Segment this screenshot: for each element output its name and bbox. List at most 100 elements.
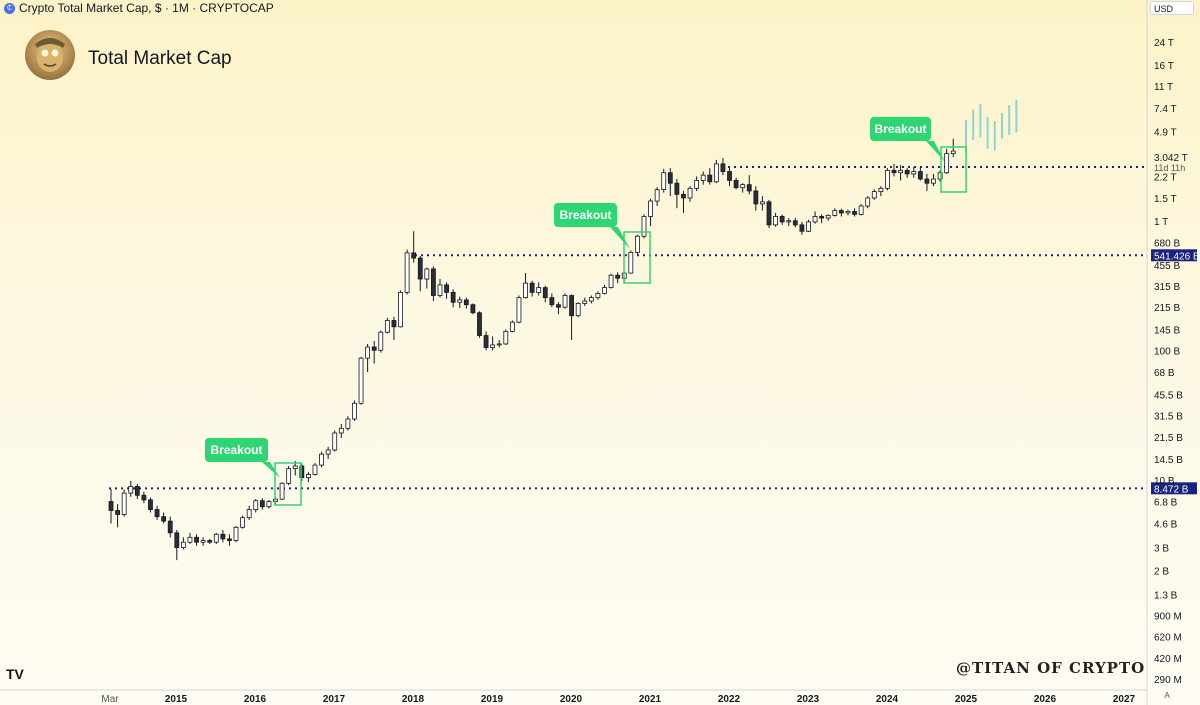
- candle: [312, 462, 318, 476]
- x-tick-label: 2024: [876, 694, 899, 705]
- candle: [378, 330, 384, 353]
- candle: [799, 221, 805, 235]
- candle: [194, 534, 199, 546]
- candle: [509, 320, 515, 333]
- y-tick-label: 6.8 B: [1154, 498, 1178, 509]
- candle: [773, 212, 778, 227]
- breakout-pointer: [926, 141, 945, 162]
- candle: [227, 534, 232, 546]
- candle: [615, 272, 621, 284]
- auto-scale-button[interactable]: A: [1164, 691, 1170, 700]
- y-tick-label: 45.5 B: [1154, 391, 1183, 402]
- breakout-annotation: Breakout: [205, 438, 302, 506]
- candle: [898, 164, 903, 181]
- candle: [529, 280, 535, 297]
- y-tick-label: 16 T: [1154, 61, 1174, 72]
- candle: [542, 285, 548, 303]
- candle: [417, 255, 423, 292]
- candle: [582, 297, 588, 306]
- candle: [365, 343, 371, 373]
- candle: [602, 284, 607, 295]
- candle: [187, 532, 193, 544]
- y-tick-label: 620 M: [1154, 632, 1182, 643]
- y-tick-label: 420 M: [1154, 654, 1182, 665]
- x-tick-label: 2023: [797, 694, 820, 705]
- x-tick-label: 2018: [402, 694, 425, 705]
- cryptocap-logo-icon: ₵: [4, 2, 15, 14]
- candle: [720, 158, 726, 176]
- avatar-face-icon: [35, 38, 65, 72]
- candle: [358, 356, 364, 405]
- y-tick-label: 31.5 B: [1154, 411, 1183, 422]
- candle: [371, 340, 377, 364]
- candle: [694, 176, 700, 191]
- y-tick-label: 100 B: [1154, 346, 1180, 357]
- candle: [470, 303, 476, 315]
- tradingview-logo-icon[interactable]: TV: [6, 666, 24, 682]
- candle: [411, 231, 417, 263]
- candle: [575, 302, 581, 318]
- candle: [608, 273, 614, 289]
- currency-select[interactable]: USD: [1150, 1, 1194, 15]
- y-tick-label: 10 B: [1154, 476, 1175, 487]
- candle: [792, 218, 798, 228]
- candle: [246, 505, 252, 520]
- candle: [121, 489, 127, 517]
- candle: [911, 167, 917, 178]
- author-avatar: [25, 30, 75, 80]
- x-tick-label: 2016: [244, 694, 267, 705]
- candle: [161, 512, 167, 524]
- breakout-label-bg: [870, 117, 931, 141]
- candle: [477, 311, 482, 338]
- y-tick-label: 145 B: [1154, 325, 1180, 336]
- candle: [700, 171, 706, 185]
- level-price-label: 8.472 B: [1154, 484, 1189, 495]
- candle: [845, 209, 851, 216]
- candle: [332, 430, 338, 452]
- candle: [516, 295, 522, 324]
- candle: [635, 234, 640, 255]
- candle: [503, 329, 509, 345]
- y-tick-label: 4.9 T: [1154, 127, 1177, 138]
- candle: [924, 173, 930, 191]
- y-tick-label: 2 B: [1154, 566, 1169, 577]
- x-tick-label: 2015: [165, 694, 188, 705]
- candle: [727, 168, 732, 187]
- chart-title: Total Market Cap: [88, 48, 232, 69]
- candle: [200, 537, 206, 546]
- bar-countdown-label: 11d 11h: [1154, 163, 1185, 173]
- breakout-label-bg: [205, 438, 268, 462]
- candle: [305, 471, 311, 483]
- candle: [746, 175, 752, 195]
- candle: [654, 187, 660, 207]
- y-tick-label: 68 B: [1154, 368, 1175, 379]
- candle: [819, 214, 825, 224]
- levels-layer: 8.472 B 541.426 B: [109, 166, 1200, 495]
- breakout-annotation: Breakout: [870, 117, 967, 193]
- candle: [437, 279, 443, 298]
- watermark: @TITAN OF CRYPTO: [956, 659, 1146, 677]
- candle: [220, 529, 226, 543]
- candle: [253, 499, 259, 513]
- candle: [174, 529, 180, 561]
- breakout-label-bg: [554, 203, 617, 227]
- symbol-header: ₵ Crypto Total Market Cap, $ · 1M · CRYP…: [0, 0, 274, 16]
- candle: [180, 537, 186, 550]
- x-tick-label: 2019: [481, 694, 504, 705]
- candle: [595, 291, 601, 300]
- y-tick-label: 14.5 B: [1154, 455, 1183, 466]
- breakout-box: [623, 231, 651, 284]
- candle: [207, 538, 213, 544]
- candle: [832, 208, 838, 217]
- candle: [556, 302, 561, 315]
- candle: [825, 214, 831, 221]
- candle: [687, 186, 693, 202]
- candle: [108, 488, 114, 524]
- candle: [463, 297, 469, 309]
- y-tick-label: 680 B: [1154, 238, 1180, 249]
- candle: [134, 483, 140, 500]
- breakout-box: [940, 146, 967, 193]
- candle: [858, 203, 864, 216]
